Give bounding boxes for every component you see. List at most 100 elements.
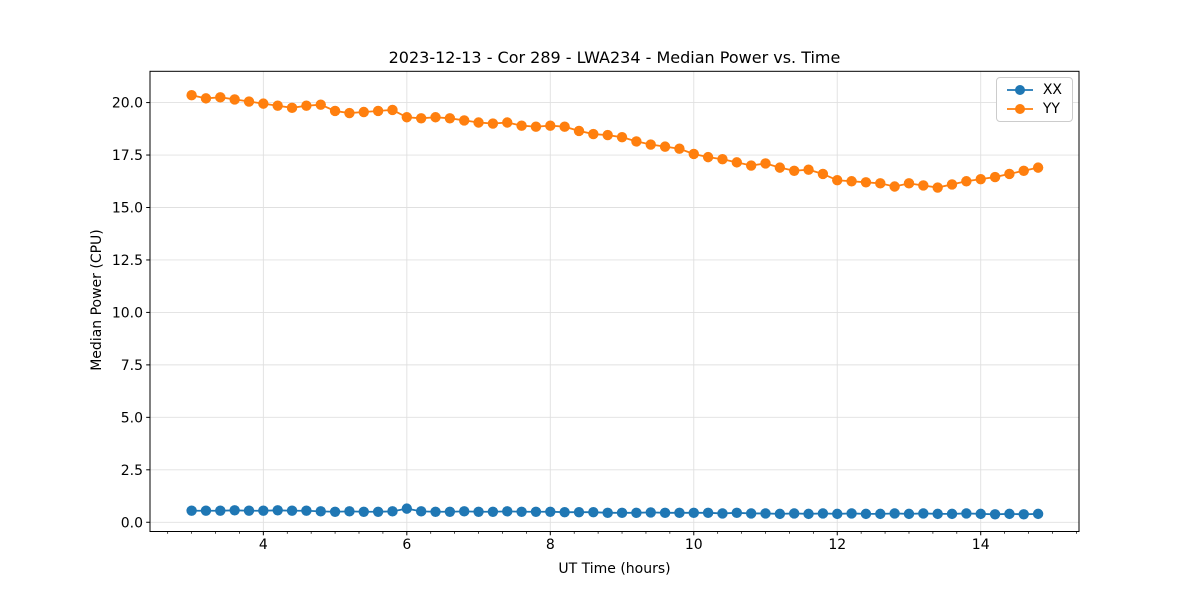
data-point-yy xyxy=(745,160,757,171)
data-point-xx xyxy=(516,506,527,517)
data-point-xx xyxy=(559,506,570,518)
data-point-xx xyxy=(989,509,1001,520)
data-point-yy xyxy=(631,136,642,147)
data-point-xx xyxy=(459,506,470,517)
data-point-yy xyxy=(645,139,656,150)
x-tick-label: 10 xyxy=(685,537,703,553)
data-point-xx xyxy=(760,508,771,519)
data-point-xx xyxy=(344,506,355,517)
data-point-yy xyxy=(459,115,470,126)
data-point-xx xyxy=(430,506,441,517)
data-point-xx xyxy=(975,508,986,520)
data-point-yy xyxy=(688,148,699,160)
data-point-yy xyxy=(243,96,255,107)
y-tick-label: 10.0 xyxy=(112,305,143,321)
y-tick-label: 7.5 xyxy=(121,358,143,374)
y-tick-label: 2.5 xyxy=(121,463,143,479)
data-point-yy xyxy=(803,164,814,175)
data-point-xx xyxy=(372,506,384,517)
chart-title: 2023-12-13 - Cor 289 - LWA234 - Median P… xyxy=(388,48,841,67)
data-point-yy xyxy=(229,94,240,105)
data-point-yy xyxy=(401,112,413,123)
data-point-yy xyxy=(487,118,499,129)
data-point-yy xyxy=(903,178,915,189)
data-point-yy xyxy=(344,107,355,119)
data-point-yy xyxy=(789,165,800,176)
data-point-xx xyxy=(860,508,872,520)
x-tick-label: 14 xyxy=(972,537,990,553)
data-point-xx xyxy=(932,508,943,520)
data-point-xx xyxy=(329,506,341,517)
data-point-xx xyxy=(573,506,585,518)
data-point-yy xyxy=(774,162,786,173)
data-point-yy xyxy=(387,104,398,116)
data-point-xx xyxy=(918,508,929,519)
data-point-xx xyxy=(645,507,656,518)
data-point-xx xyxy=(502,506,513,517)
data-point-xx xyxy=(616,507,628,519)
data-point-yy xyxy=(975,173,986,185)
x-tick-label: 6 xyxy=(402,537,411,553)
data-point-yy xyxy=(516,120,527,131)
legend-item-yy: YY xyxy=(1005,101,1062,117)
x-axis-label: UT Time (hours) xyxy=(558,561,671,577)
data-point-yy xyxy=(717,154,728,165)
data-point-xx xyxy=(215,505,226,516)
data-point-xx xyxy=(588,506,599,518)
data-point-xx xyxy=(401,503,413,514)
data-point-xx xyxy=(688,507,699,519)
data-point-xx xyxy=(702,507,714,519)
data-point-yy xyxy=(545,120,556,131)
y-axis-label: Median Power (CPU) xyxy=(89,229,105,371)
data-point-xx xyxy=(717,508,728,519)
data-point-yy xyxy=(932,182,943,193)
data-point-xx xyxy=(387,506,398,517)
data-point-xx xyxy=(415,506,427,517)
data-point-xx xyxy=(487,506,499,517)
data-point-xx xyxy=(473,506,484,517)
data-point-yy xyxy=(272,100,283,111)
data-point-xx xyxy=(961,508,972,519)
data-point-xx xyxy=(229,505,240,516)
data-point-yy xyxy=(674,143,685,154)
y-tick-label: 12.5 xyxy=(112,253,143,269)
data-point-yy xyxy=(588,128,599,140)
data-point-yy xyxy=(315,99,326,110)
data-point-xx xyxy=(903,508,915,520)
data-point-xx xyxy=(358,506,369,517)
data-point-yy xyxy=(329,105,341,117)
data-point-yy xyxy=(702,151,714,163)
data-point-xx xyxy=(272,505,283,516)
data-point-yy xyxy=(258,98,269,109)
data-point-yy xyxy=(889,181,900,192)
data-point-xx xyxy=(301,505,312,516)
data-point-yy xyxy=(444,113,456,124)
data-point-yy xyxy=(358,106,369,118)
data-point-xx xyxy=(243,505,255,516)
x-tick-label: 8 xyxy=(546,537,555,553)
data-point-yy xyxy=(616,131,628,143)
data-point-yy xyxy=(473,117,484,128)
legend-swatch-yy-icon xyxy=(1006,104,1033,114)
data-point-yy xyxy=(731,157,743,168)
data-point-xx xyxy=(745,508,757,519)
data-point-xx xyxy=(659,507,671,519)
data-point-yy xyxy=(573,125,585,137)
data-point-yy xyxy=(860,177,872,188)
data-point-xx xyxy=(1018,509,1029,520)
data-point-xx xyxy=(803,508,814,520)
data-point-yy xyxy=(415,113,427,124)
data-point-xx xyxy=(674,507,685,519)
data-point-xx xyxy=(444,506,456,517)
data-point-yy xyxy=(430,112,441,123)
data-point-yy xyxy=(286,102,298,114)
data-point-yy xyxy=(1004,168,1015,180)
data-point-yy xyxy=(875,178,886,189)
data-point-yy xyxy=(961,176,972,187)
y-tick-label: 0.0 xyxy=(121,515,143,531)
data-point-yy xyxy=(918,180,929,191)
data-point-yy xyxy=(817,168,829,180)
data-point-xx xyxy=(186,505,197,516)
data-point-xx xyxy=(1032,508,1044,520)
